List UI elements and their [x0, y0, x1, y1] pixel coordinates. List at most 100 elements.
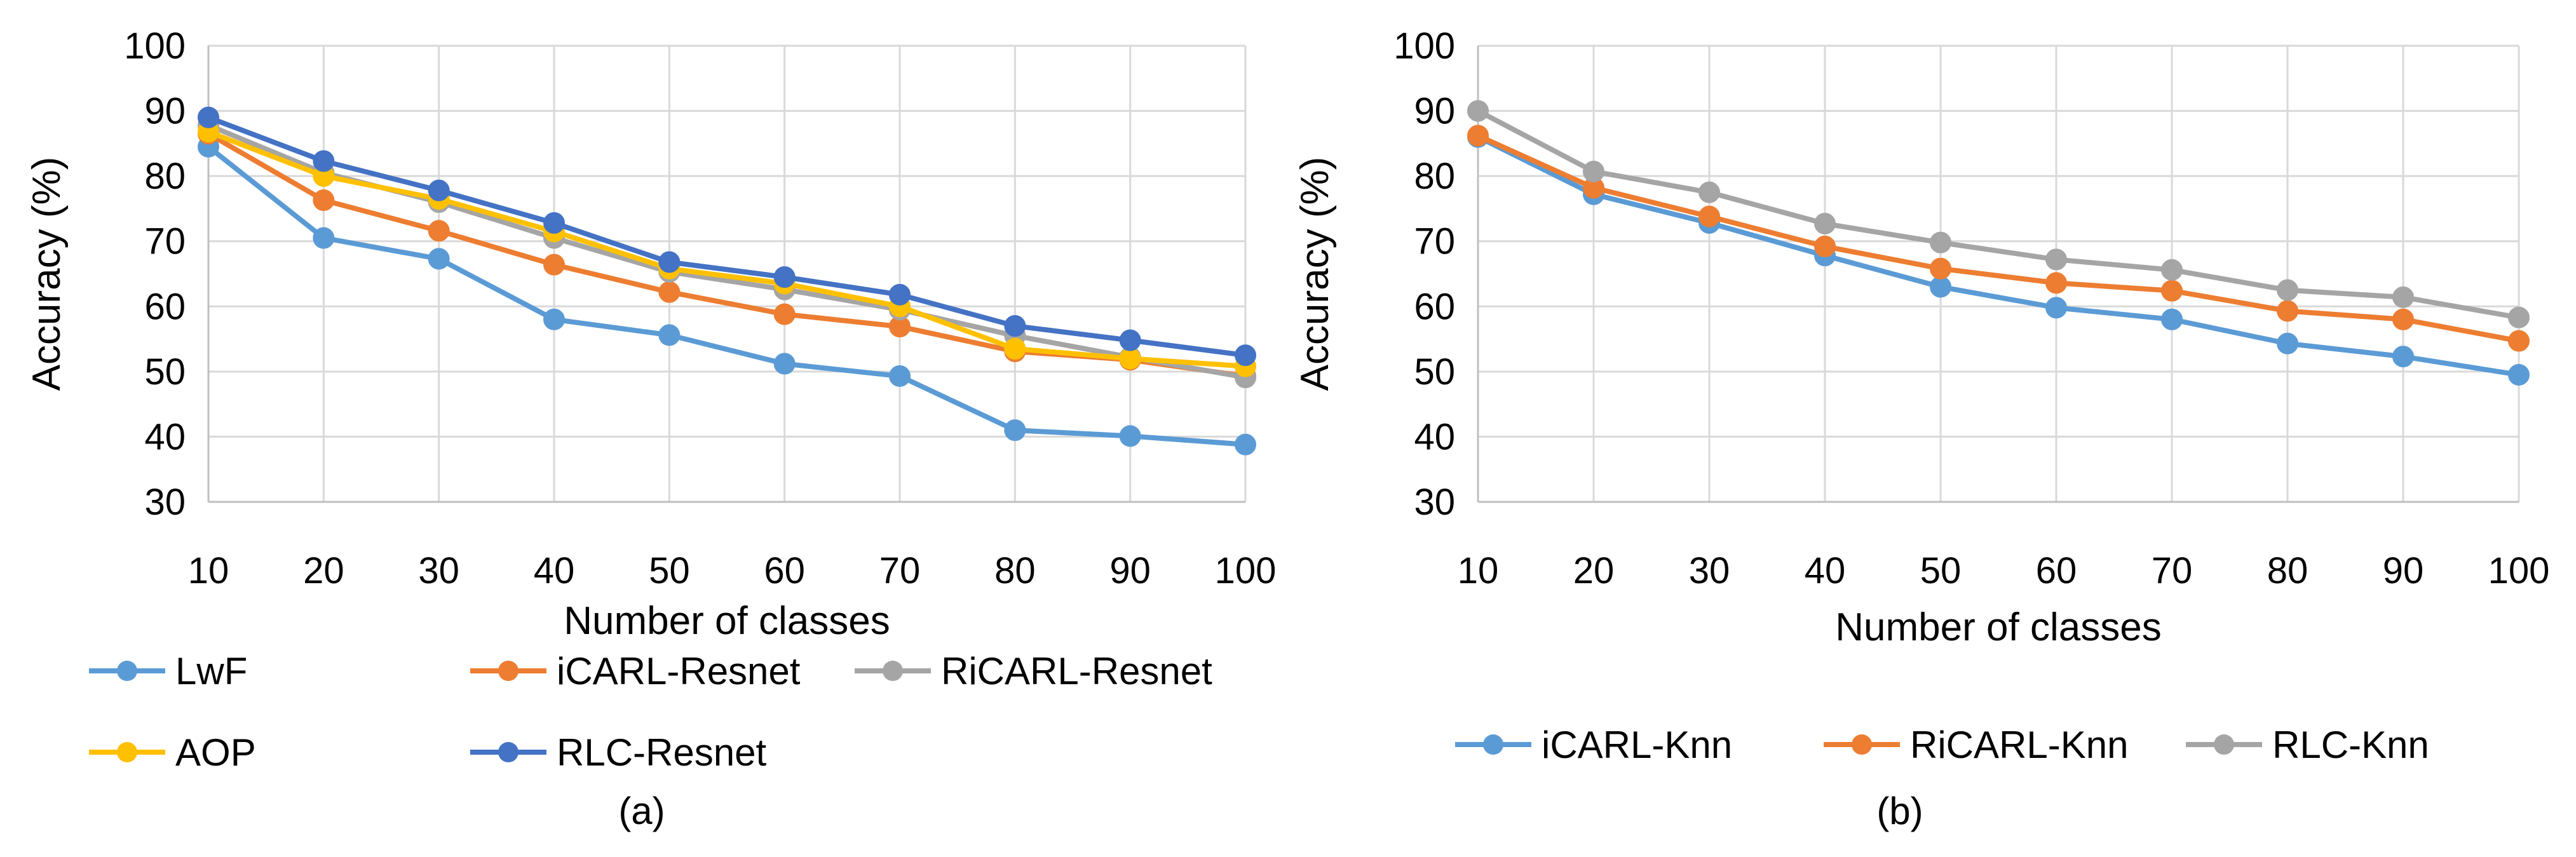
x-axis-title: Number of classes [564, 599, 890, 643]
x-tick-label: 30 [1689, 550, 1730, 591]
series-line-aop [207, 129, 1246, 369]
legend-label-ricarl-knn: RiCARL-Knn [1910, 724, 2128, 766]
x-tick-label: 10 [188, 550, 229, 591]
legend-label-icarl-knn: iCARL-Knn [1542, 724, 1732, 766]
x-tick-label: 70 [2152, 550, 2193, 591]
x-tick-label: 20 [1573, 550, 1615, 591]
series-line-rlc-knn [1477, 109, 2519, 320]
data-point-ricarl-knn [1930, 257, 1951, 280]
y-tick-label: 50 [1414, 351, 1455, 393]
chart-caption: (a) [618, 790, 665, 832]
data-point-icarl-resnet [658, 281, 681, 303]
data-point-rlc-resnet [543, 212, 565, 234]
data-point-rlc-knn [2508, 306, 2530, 328]
x-tick-label: 100 [2488, 550, 2550, 591]
data-point-rlc-knn [1930, 231, 1951, 253]
data-point-ricarl-knn [2161, 280, 2183, 302]
y-tick-label: 100 [1393, 25, 1455, 67]
series-line-icarl-knn [1477, 135, 2519, 377]
legend-label-rlc-knn: RLC-Knn [2272, 724, 2429, 766]
y-tick-label: 60 [1414, 286, 1455, 327]
data-point-rlc-resnet [1004, 315, 1026, 337]
data-point-aop [1004, 337, 1026, 360]
data-point-ricarl-knn [2392, 308, 2414, 330]
x-tick-label: 40 [534, 550, 575, 591]
x-tick-label: 100 [1215, 550, 1277, 591]
x-tick-label: 90 [1109, 550, 1151, 591]
x-tick-label: 30 [418, 550, 459, 591]
series-line-rlc-resnet [207, 115, 1246, 358]
legend-marker-rlc-knn [2214, 734, 2234, 755]
y-tick-label: 70 [144, 221, 186, 262]
legend-marker-aop [117, 742, 137, 762]
data-point-icarl-resnet [313, 189, 335, 212]
y-tick-label: 80 [1414, 156, 1455, 197]
y-tick-label: 90 [144, 91, 186, 132]
chart-caption: (b) [1876, 790, 1923, 832]
legend-label-aop: AOP [175, 731, 256, 774]
legend-marker-ricarl-knn [1852, 734, 1872, 755]
data-point-rlc-resnet [313, 150, 335, 172]
y-tick-label: 30 [1414, 482, 1455, 523]
data-point-ricarl-knn [1698, 205, 1720, 227]
data-point-rlc-knn [1698, 181, 1720, 203]
legend-marker-lwf [117, 661, 137, 681]
legend-marker-ricarl-resnet [883, 661, 903, 681]
x-tick-label: 40 [1805, 550, 1846, 591]
data-point-icarl-knn [1930, 276, 1951, 298]
data-point-lwf [543, 308, 565, 330]
data-point-lwf [1119, 425, 1141, 447]
legend-label-lwf: LwF [175, 650, 247, 692]
x-axis-title: Number of classes [1835, 605, 2161, 649]
data-point-rlc-knn [2392, 286, 2414, 308]
data-point-icarl-knn [2508, 363, 2530, 386]
legend-label-icarl-resnet: iCARL-Resnet [557, 650, 801, 692]
data-point-ricarl-knn [1467, 125, 1489, 147]
data-point-lwf [1004, 419, 1026, 442]
data-point-rlc-resnet [198, 106, 219, 128]
y-tick-label: 40 [144, 416, 186, 457]
legend-marker-rlc-resnet [498, 742, 519, 762]
data-point-ricarl-knn [2508, 330, 2530, 352]
data-point-lwf [889, 365, 911, 388]
data-point-rlc-resnet [889, 283, 911, 306]
chart-b: 30 40 50 60 70 80 90 100 10 20 30 40 50 60 70 80 90 100 Nu… [1293, 25, 2549, 832]
data-point-rlc-resnet [1235, 344, 1256, 367]
data-point-icarl-knn [2392, 346, 2414, 368]
legend-label-ricarl-resnet: RiCARL-Resnet [941, 650, 1212, 692]
data-point-icarl-resnet [428, 220, 450, 242]
data-point-lwf [1235, 433, 1256, 455]
y-tick-label: 100 [124, 25, 186, 67]
legend-marker-icarl-resnet [498, 661, 519, 681]
x-tick-label: 70 [879, 550, 921, 591]
data-point-lwf [658, 324, 681, 346]
data-point-aop [1119, 348, 1141, 370]
x-tick-label: 20 [303, 550, 344, 591]
x-tick-label: 80 [2267, 550, 2308, 591]
data-point-rlc-knn [1814, 213, 1836, 235]
data-point-ricarl-knn [1814, 235, 1836, 257]
x-tick-label: 90 [2383, 550, 2424, 591]
x-tick-label: 10 [1458, 550, 1499, 591]
data-point-lwf [773, 353, 796, 375]
data-point-rlc-knn [1467, 100, 1489, 122]
data-point-lwf [313, 227, 335, 249]
x-tick-label: 60 [2036, 550, 2077, 591]
y-tick-label: 90 [1414, 91, 1455, 132]
data-point-ricarl-knn [2277, 300, 2298, 322]
series-line-ricarl-knn [1477, 133, 2519, 344]
x-tick-label: 50 [649, 550, 690, 591]
x-tick-label: 60 [764, 550, 805, 591]
y-axis-title: Accuracy (%) [1293, 157, 1337, 391]
y-tick-label: 30 [144, 482, 186, 523]
data-point-rlc-resnet [1119, 329, 1141, 351]
data-point-rlc-knn [1583, 160, 1604, 182]
data-point-icarl-resnet [543, 253, 565, 276]
data-point-rlc-knn [2045, 248, 2067, 271]
y-tick-label: 50 [144, 351, 186, 393]
y-tick-label: 70 [1414, 221, 1455, 262]
y-tick-label: 40 [1414, 416, 1455, 457]
series-line-lwf [207, 144, 1246, 447]
series-line-ricarl-resnet [207, 123, 1246, 381]
